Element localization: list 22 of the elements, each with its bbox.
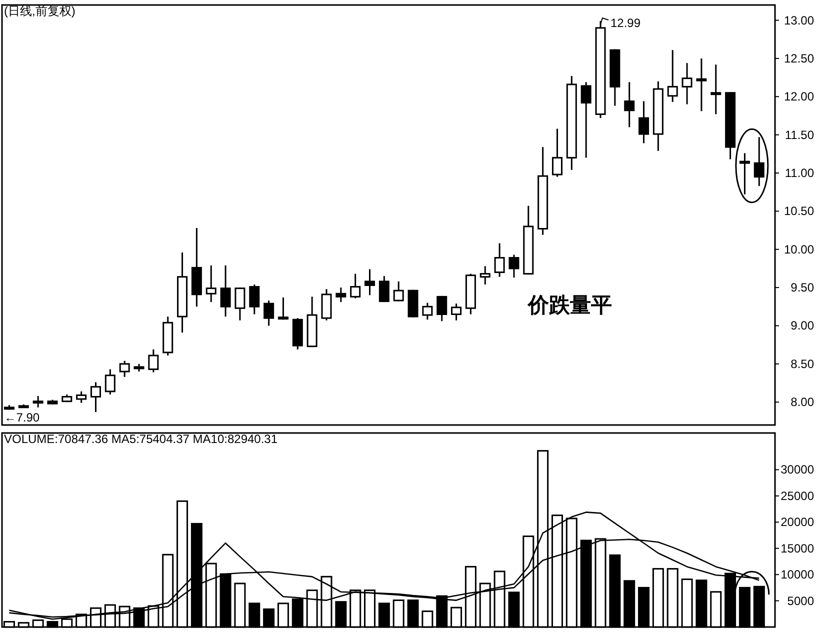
y-tick-label: 10.00 xyxy=(784,242,814,256)
y-tick-label: 9.50 xyxy=(790,280,814,295)
y-tick-label: 25000 xyxy=(780,488,814,503)
y-tick-label: 10000 xyxy=(780,568,814,582)
y-tick-label: 10.50 xyxy=(784,204,814,218)
y-tick-label: 8.50 xyxy=(790,356,814,371)
y-tick-label: 20000 xyxy=(780,515,814,530)
y-tick-label: 15000 xyxy=(780,541,814,556)
y-tick-label: 30000 xyxy=(780,462,814,477)
chart-title: VOLUME:70847.36 MA5:75404.37 MA10:82940.31 xyxy=(4,432,278,446)
y-tick-label: 11.00 xyxy=(784,166,814,180)
chart-title: (日线,前复权) xyxy=(4,4,76,18)
annotation: ←7.90 xyxy=(4,410,40,425)
y-tick-label: 12.00 xyxy=(784,90,814,104)
y-tick-label: 8.00 xyxy=(790,395,814,410)
y-tick-label: 9.00 xyxy=(790,318,814,333)
y-tick-label: 11.50 xyxy=(784,128,814,142)
y-tick-label: 13.00 xyxy=(784,13,814,28)
y-tick-label: 12.50 xyxy=(784,51,814,66)
y-tick-label: 5000 xyxy=(787,594,814,608)
annotation: 12.99 xyxy=(610,16,641,30)
annotation: 价跌量平 xyxy=(527,292,612,317)
